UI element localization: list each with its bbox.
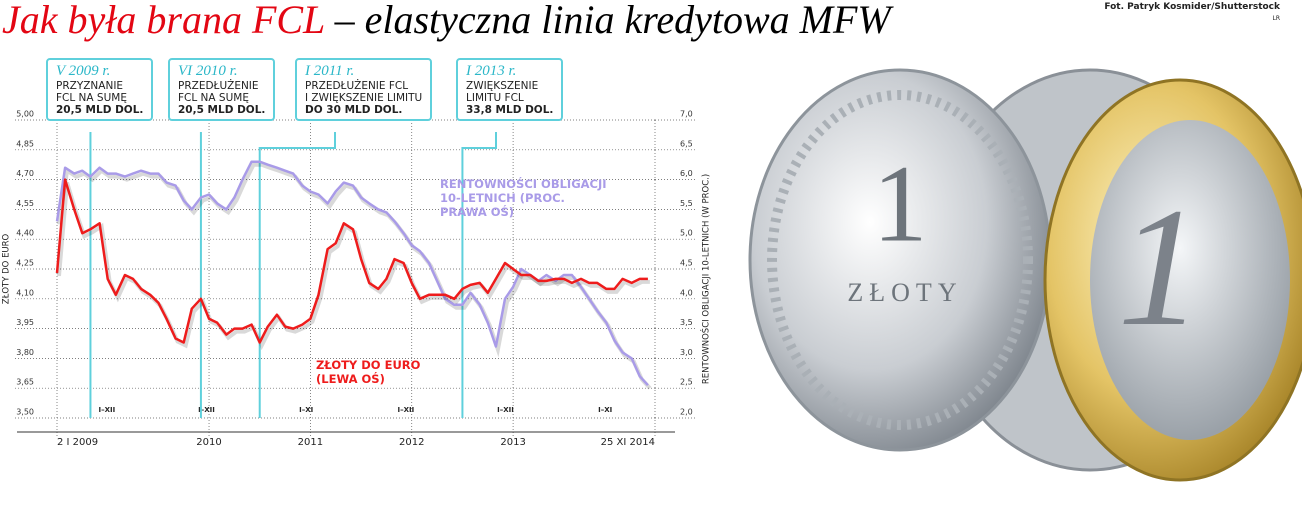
y2-tick-label: 2,0 <box>680 408 693 417</box>
annotation-text: ZWIĘKSZENIE <box>466 80 539 92</box>
coin-text: 1 <box>1118 173 1203 361</box>
annotation-amount: DO 30 MLD DOL. <box>305 104 403 116</box>
credit: Fot. Patryk Kosmider/Shutterstock LR <box>1104 2 1280 24</box>
y-tick-label: 4,40 <box>16 229 34 238</box>
y2-axis-title: RENTOWNOŚCI OBLIGACJI 10-LETNICH (W PROC… <box>700 174 712 384</box>
title-rest: – elastyczna linia kredytowa MFW <box>324 0 891 42</box>
y2-tick-label: 2,5 <box>680 378 693 387</box>
annotation-line <box>258 132 336 418</box>
annotation-date: V 2009 r. <box>56 63 111 79</box>
annotation-box: VI 2010 r. PRZEDŁUŻENIE FCL NA SUMĘ 20,5 ML… <box>168 58 276 121</box>
series-line <box>55 178 648 344</box>
annotation-text: FCL NA SUMĘ <box>178 92 249 104</box>
period-label: I–XII <box>198 406 215 414</box>
y2-tick-label: 4,5 <box>680 259 693 268</box>
coin-text: ZŁOTY <box>847 278 962 307</box>
period-label: I–XI <box>598 406 612 414</box>
series-line <box>55 160 649 387</box>
y2-tick-label: 3,0 <box>680 348 693 357</box>
annotation-box: V 2009 r. PRZYZNANIE FCL NA SUMĘ 20,5 MLD D… <box>46 58 154 121</box>
y2-tick-label: 5,5 <box>680 199 693 208</box>
annotation-box: I 2011 r. PRZEDŁUŻENIE FCL I ZWIĘKSZENIE L… <box>295 58 433 121</box>
x-tick-label: 25 XI 2014 <box>601 437 655 448</box>
y2-tick-label: 6,0 <box>680 169 693 178</box>
annotation-amount: 33,8 MLD DOL. <box>466 104 554 116</box>
y-tick-label: 4,55 <box>16 199 34 208</box>
annotation-text: PRZEDŁUŻENIE FCL <box>305 80 409 92</box>
annotation-text: FCL NA SUMĘ <box>56 92 127 104</box>
plot: 3,50 3,65 3,80 3,95 4,10 4,25 4,40 4,55 4,70 4,85… <box>2 110 712 449</box>
y-tick-label: 4,10 <box>16 288 34 297</box>
photo-credit: Fot. Patryk Kosmider/Shutterstock <box>1104 2 1280 12</box>
annotation-date: VI 2010 r. <box>178 63 238 79</box>
y-tick-label: 3,50 <box>16 408 34 417</box>
y-tick-label: 3,95 <box>16 318 34 327</box>
series-label: RENTOWNOŚCI OBLIGACJI 10-LETNICH (PROC. … <box>440 177 607 219</box>
annotation-text: LIMITU FCL <box>466 92 524 104</box>
title-accent: Jak była brana FCL <box>2 0 325 42</box>
period-label: I–XII <box>98 406 115 414</box>
x-tick-label: 2 I 2009 <box>57 437 98 448</box>
x-tick-label: 2010 <box>196 437 221 448</box>
y-tick-label: 4,70 <box>16 169 34 178</box>
annotation-line <box>461 132 497 418</box>
author-initials: LR <box>1272 15 1280 22</box>
series-label: ZŁOTY DO EURO (LEWA OŚ) <box>316 358 421 386</box>
period-label: I–XII <box>397 406 414 414</box>
y2-tick-label: 6,5 <box>680 139 693 148</box>
annotation-text: I ZWIĘKSZENIE LIMITU <box>305 92 423 104</box>
y2-tick-label: 7,0 <box>680 110 693 119</box>
title: Jak była brana FCL – elastyczna linia kr… <box>2 0 891 43</box>
y-tick-label: 4,25 <box>16 259 34 268</box>
y-tick-label: 3,65 <box>16 378 34 387</box>
y-tick-label: 3,80 <box>16 348 34 357</box>
y-tick-label: 4,85 <box>16 139 34 148</box>
x-tick-label: 2011 <box>298 437 323 448</box>
annotation-text: PRZEDŁUŻENIE <box>178 80 259 92</box>
y2-tick-label: 3,5 <box>680 318 693 327</box>
x-tick-label: 2012 <box>399 437 424 448</box>
y-tick-label: 5,00 <box>16 110 34 119</box>
coin-text: 1 <box>873 142 928 264</box>
y2-tick-label: 5,0 <box>680 229 693 238</box>
annotation-amount: 20,5 MLD DOL. <box>178 104 266 116</box>
annotation-box: I 2013 r. ZWIĘKSZENIE LIMITU FCL 33,8 MLD D… <box>456 58 564 121</box>
x-tick-label: 2013 <box>500 437 525 448</box>
y2-tick-label: 4,0 <box>680 288 693 297</box>
period-label: I–XI <box>299 406 313 414</box>
annotation-date: I 2013 r. <box>466 63 517 79</box>
annotation-text: PRZYZNANIE <box>56 80 124 92</box>
coin-photo <box>748 68 1302 482</box>
period-label: I–XII <box>497 406 514 414</box>
y-axis-title: ZŁOTY DO EURO <box>2 233 12 304</box>
annotation-amount: 20,5 MLD DOL. <box>56 104 144 116</box>
annotation-date: I 2011 r. <box>305 63 355 79</box>
